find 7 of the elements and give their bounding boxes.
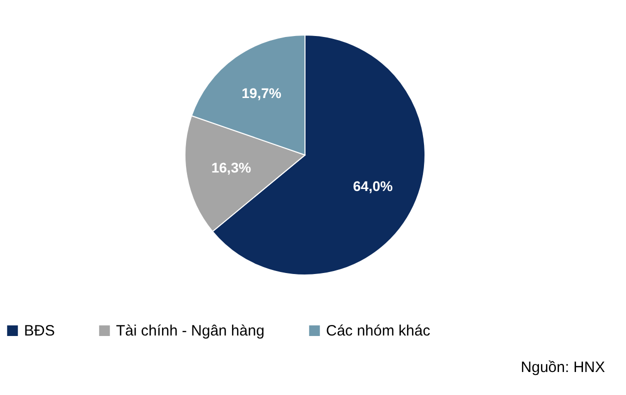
text: Nguồn: HNX — [520, 359, 605, 376]
data-label: 19,7% — [242, 84, 282, 101]
legend-label: Tài chính - Ngân hàng — [116, 322, 264, 340]
legend-label: Các nhóm khác — [326, 322, 431, 340]
data-label: 64,0% — [353, 178, 394, 194]
data-label: 16,3% — [211, 159, 252, 176]
legend-label: BĐS — [24, 322, 55, 340]
